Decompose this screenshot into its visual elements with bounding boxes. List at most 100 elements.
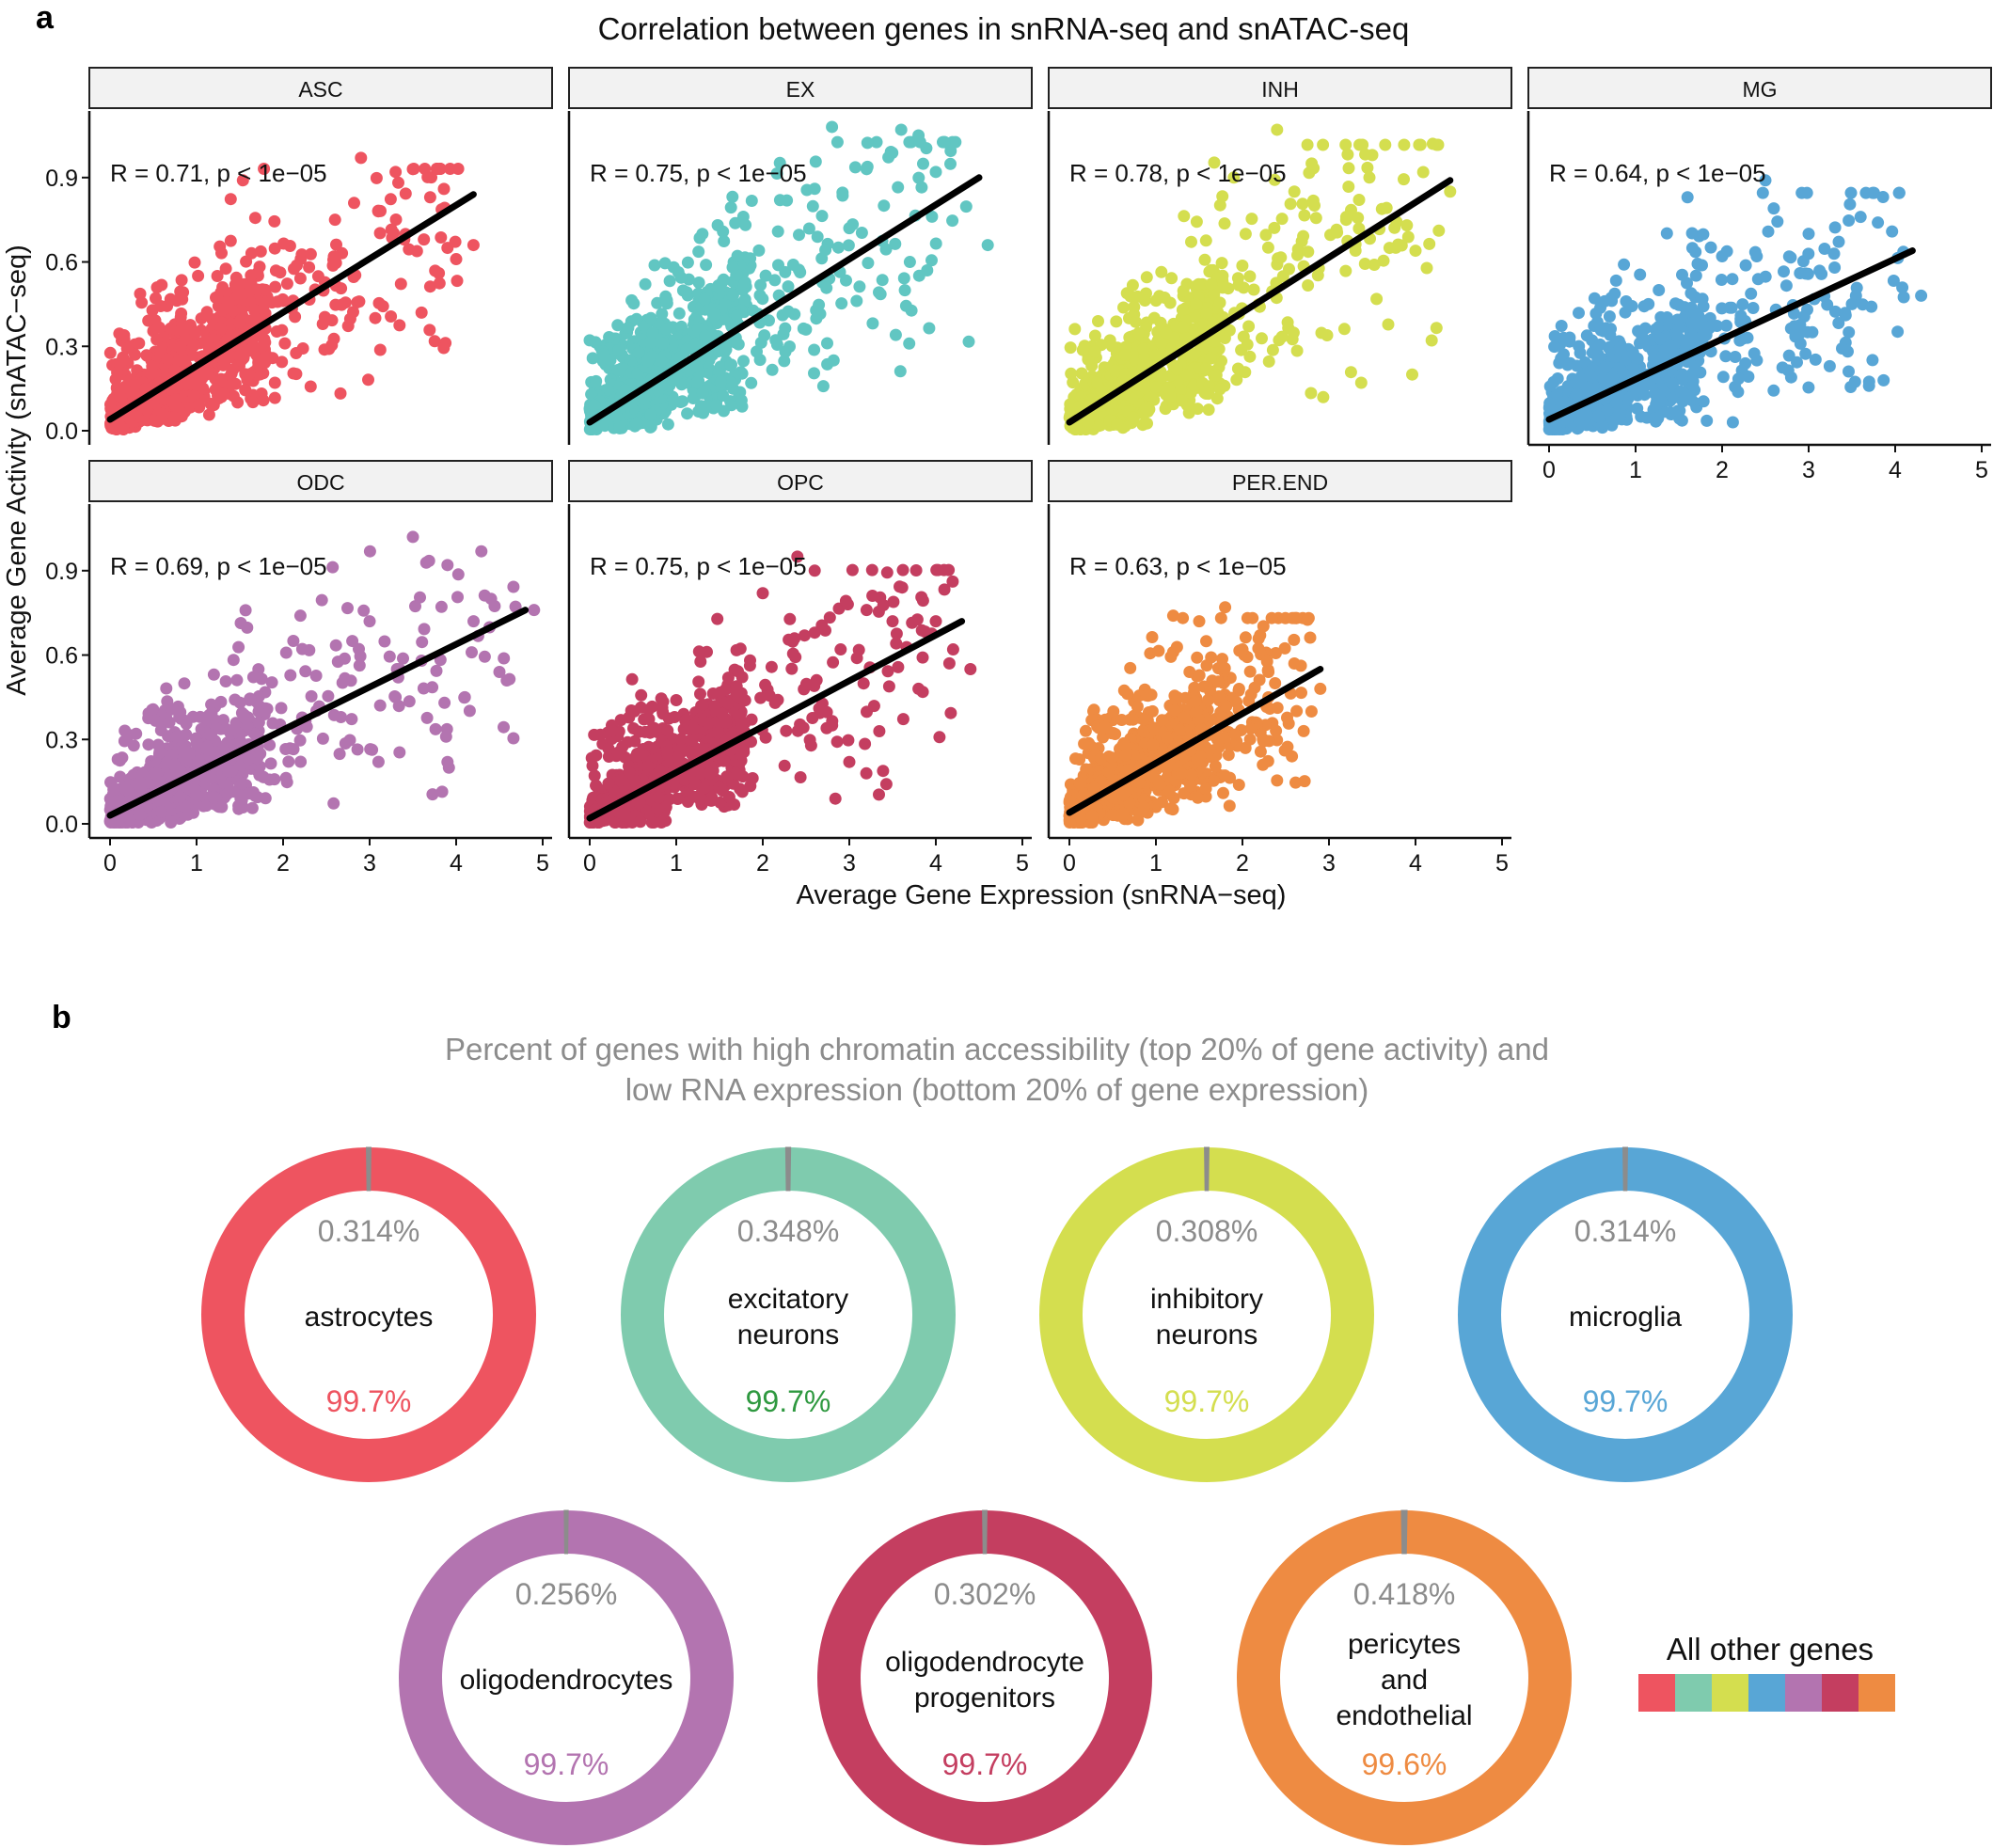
- y-tick-label: 0.0: [45, 812, 78, 838]
- scatter-point: [351, 295, 364, 308]
- scatter-point: [385, 223, 398, 236]
- scatter-point: [745, 376, 758, 389]
- scatter-point: [735, 394, 748, 407]
- scatter-point: [729, 216, 742, 229]
- scatter-point: [241, 345, 254, 358]
- scatter-point: [287, 635, 300, 647]
- scatter-point: [1165, 272, 1178, 285]
- scatter-point: [831, 241, 845, 254]
- scatter-point: [197, 382, 210, 395]
- scatter-point: [104, 419, 118, 433]
- scatter-point: [783, 340, 796, 353]
- scatter-point-extreme: [1716, 250, 1729, 263]
- scatter-point: [779, 322, 792, 335]
- scatter-point: [334, 387, 347, 400]
- scatter-point: [1305, 387, 1318, 400]
- scatter-point: [1571, 387, 1583, 401]
- scatter-point-extreme: [1426, 137, 1439, 150]
- scatter-point: [1236, 260, 1249, 272]
- scatter-point: [1215, 257, 1228, 270]
- facet-strip-label: EX: [786, 77, 815, 102]
- scatter-point-extreme: [450, 253, 463, 266]
- scatter-point: [638, 393, 650, 405]
- scatter-point: [192, 269, 205, 282]
- x-tick-label: 5: [536, 850, 549, 877]
- scatter-point: [644, 408, 657, 421]
- scatter-point: [169, 393, 182, 406]
- scatter-point: [419, 556, 433, 569]
- scatter-point: [393, 319, 406, 332]
- scatter-point: [820, 281, 833, 294]
- facet-strip: [88, 67, 553, 109]
- scatter-point: [254, 245, 267, 258]
- scatter-point: [1213, 198, 1226, 212]
- scatter-point: [717, 389, 730, 403]
- scatter-point: [1656, 350, 1669, 363]
- facet-strip: [568, 67, 1033, 109]
- scatter-point: [656, 337, 670, 350]
- scatter-point: [699, 329, 712, 342]
- scatter-point: [797, 322, 810, 335]
- scatter-point: [1555, 320, 1568, 332]
- scatter-point: [1170, 363, 1183, 375]
- scatter-point: [1242, 320, 1256, 333]
- scatter-point: [882, 150, 895, 164]
- scatter-point: [923, 322, 936, 335]
- x-tick-label: 2: [277, 850, 290, 877]
- scatter-point: [123, 411, 136, 424]
- scatter-point: [1111, 418, 1124, 431]
- scatter-point-extreme: [1750, 250, 1764, 263]
- scatter-point: [1652, 412, 1665, 425]
- scatter-point: [1729, 351, 1742, 363]
- x-tick-label: 4: [1889, 457, 1902, 483]
- scatter-point: [622, 322, 635, 334]
- scatter-point: [1317, 390, 1330, 403]
- scatter-point: [808, 367, 820, 380]
- scatter-point: [724, 201, 737, 214]
- scatter-point: [188, 256, 201, 269]
- scatter-point: [304, 247, 317, 261]
- scatter-point: [726, 261, 739, 274]
- scatter-point: [1395, 239, 1408, 252]
- scatter-point: [1689, 269, 1702, 282]
- scatter-point: [646, 326, 659, 340]
- scatter-point: [437, 341, 451, 355]
- scatter-point: [692, 245, 705, 259]
- scatter-point: [227, 389, 240, 403]
- scatter-point: [1190, 297, 1203, 310]
- scatter-point: [1892, 186, 1906, 199]
- scatter-point: [1762, 225, 1775, 238]
- scatter-point-extreme: [1794, 267, 1807, 279]
- scatter-point: [1259, 229, 1273, 242]
- y-tick-label: 0.0: [45, 419, 78, 445]
- scatter-point: [1850, 281, 1863, 294]
- scatter-point: [1213, 296, 1226, 309]
- panel-a-label: a: [36, 0, 55, 36]
- scatter-point: [861, 136, 874, 150]
- scatter-point: [1638, 322, 1652, 335]
- scatter-point: [1137, 342, 1150, 355]
- scatter-point: [766, 363, 779, 376]
- scatter-point: [1756, 186, 1769, 199]
- scatter-point: [1634, 268, 1647, 281]
- scatter-point: [239, 384, 252, 397]
- scatter-point: [175, 274, 188, 287]
- scatter-point-extreme: [389, 166, 403, 179]
- scatter-point: [1759, 270, 1772, 283]
- x-tick-label: 3: [363, 850, 376, 877]
- scatter-point: [1149, 294, 1163, 308]
- scatter-point: [1613, 343, 1626, 356]
- scatter-point: [840, 274, 852, 287]
- scatter-point: [1580, 409, 1593, 421]
- correlation-annotation: R = 0.64, p < 1e−05: [1549, 159, 1766, 187]
- scatter-point: [1344, 366, 1357, 379]
- scatter-point-extreme: [1400, 219, 1414, 232]
- scatter-point: [290, 347, 303, 359]
- scatter-point: [1420, 261, 1433, 275]
- scatter-point: [586, 352, 599, 365]
- facet-ex: EXR = 0.75, p < 1e−05: [567, 67, 1033, 445]
- scatter-point: [1666, 377, 1679, 390]
- scatter-point: [311, 270, 324, 283]
- scatter-point-extreme: [981, 239, 994, 252]
